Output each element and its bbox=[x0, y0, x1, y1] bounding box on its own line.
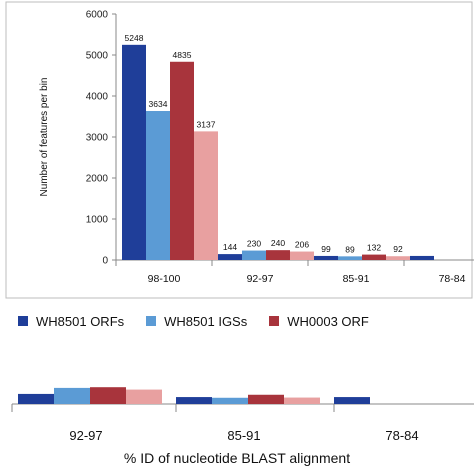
lower-panel: 92-97 85-91 78-84 bbox=[11, 387, 474, 443]
data-label: 89 bbox=[345, 244, 355, 254]
data-label: 3634 bbox=[149, 99, 168, 109]
legend-item: WH0003 ORF bbox=[269, 314, 369, 329]
x-axis-title: % ID of nucleotide BLAST alignment bbox=[123, 450, 351, 466]
bar bbox=[122, 44, 146, 260]
data-label: 3137 bbox=[197, 119, 216, 129]
x-category-label: 78-84 bbox=[385, 428, 418, 443]
data-label: 206 bbox=[295, 240, 309, 250]
bar bbox=[176, 397, 212, 404]
y-tick-label: 0 bbox=[102, 256, 108, 267]
data-label: 5248 bbox=[125, 33, 144, 43]
bar bbox=[212, 397, 248, 404]
data-label: 144 bbox=[223, 242, 237, 252]
legend-label: WH8501 ORFs bbox=[36, 313, 125, 329]
bar bbox=[290, 251, 314, 260]
data-label: 132 bbox=[367, 243, 381, 253]
bar bbox=[90, 387, 126, 404]
y-tick-label: 4000 bbox=[86, 92, 109, 103]
bars: 5248 3634 4835 3137 144 230 240 206 99 89 132 92 bbox=[122, 33, 434, 260]
x-category-label: 92-97 bbox=[247, 273, 274, 285]
y-tick-label: 5000 bbox=[86, 51, 109, 62]
bar bbox=[284, 397, 320, 404]
data-label: 230 bbox=[247, 239, 261, 249]
data-label: 99 bbox=[321, 244, 331, 254]
bar bbox=[248, 394, 284, 404]
bar bbox=[194, 131, 218, 260]
y-axis-title: Number of features per bin bbox=[39, 78, 50, 197]
bar bbox=[54, 387, 90, 404]
bar bbox=[218, 254, 242, 260]
bar bbox=[242, 250, 266, 260]
y-tick-label: 1000 bbox=[86, 215, 109, 226]
legend-label: WH0003 ORF bbox=[287, 313, 369, 329]
legend-swatch bbox=[146, 316, 157, 326]
data-label: 92 bbox=[393, 244, 403, 254]
bar bbox=[146, 111, 170, 260]
legend: WH8501 ORFs WH8501 IGSs WH0003 ORF bbox=[18, 313, 474, 333]
x-category-label: 85-91 bbox=[343, 273, 370, 285]
y-tick-label: 6000 bbox=[86, 10, 109, 21]
bar bbox=[126, 389, 162, 404]
data-label: 240 bbox=[271, 238, 285, 248]
legend-swatch bbox=[269, 316, 280, 326]
x-category-label: 92-97 bbox=[69, 428, 102, 443]
legend-swatch bbox=[18, 316, 28, 326]
bar bbox=[410, 255, 434, 260]
bar bbox=[314, 255, 338, 260]
bar bbox=[338, 256, 362, 260]
y-axis: 0 1000 2000 3000 4000 5000 6000 bbox=[86, 10, 117, 267]
x-category-label: 78-84 bbox=[439, 273, 466, 285]
data-label: 4835 bbox=[173, 50, 192, 60]
bar bbox=[334, 397, 370, 404]
bar bbox=[362, 254, 386, 260]
x-category-label: 98-100 bbox=[148, 273, 181, 285]
bar bbox=[386, 256, 410, 260]
bar bbox=[18, 393, 54, 404]
legend-label: WH8501 IGSs bbox=[164, 313, 248, 329]
x-category-label: 85-91 bbox=[227, 428, 260, 443]
y-tick-label: 3000 bbox=[86, 133, 109, 144]
y-tick-label: 2000 bbox=[86, 174, 109, 185]
bar bbox=[170, 61, 194, 260]
legend-item: WH8501 IGSs bbox=[146, 314, 247, 329]
bar bbox=[266, 250, 290, 260]
legend-item: WH8501 ORFs bbox=[18, 314, 124, 329]
plot-frame bbox=[5, 1, 473, 299]
